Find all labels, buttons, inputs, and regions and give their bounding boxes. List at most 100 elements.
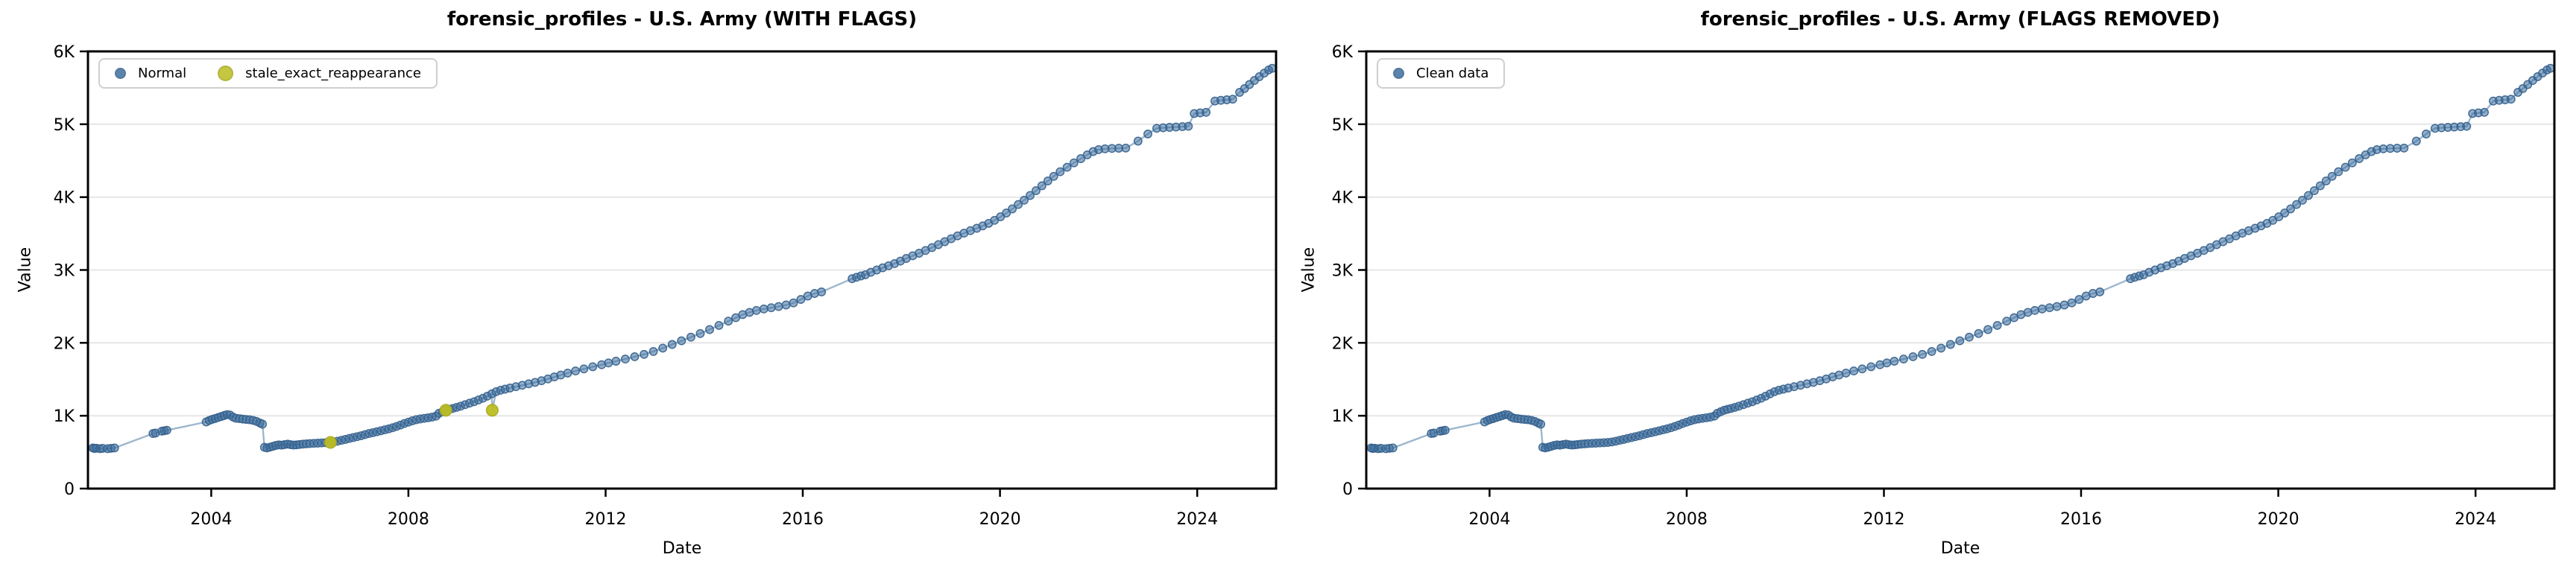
data-point xyxy=(2347,158,2357,168)
data-point xyxy=(658,343,668,353)
data-point xyxy=(705,325,714,334)
data-point xyxy=(667,340,677,349)
x-axis-label: Date xyxy=(662,539,702,558)
data-point xyxy=(1043,176,1052,185)
y-tick-label: 0 xyxy=(1342,480,1353,499)
normal-marker-icon xyxy=(115,68,126,79)
chart-panel-flags-removed: 2004 2008 2012 2016 2020 2024 0 1K 2K 3K 4K 5K 6K fo… xyxy=(1288,0,2576,572)
data-point xyxy=(2340,162,2350,172)
data-point xyxy=(2399,143,2409,153)
x-tick-label: 2004 xyxy=(190,510,232,529)
data-point xyxy=(2355,154,2364,163)
data-point xyxy=(1014,200,1023,209)
data-point xyxy=(620,355,630,364)
data-point xyxy=(604,358,613,368)
data-point xyxy=(1866,362,1876,372)
data-point xyxy=(1133,136,1143,146)
data-point xyxy=(2480,107,2490,117)
data-point xyxy=(2074,295,2084,305)
x-tick-label: 2004 xyxy=(1468,510,1510,529)
data-point xyxy=(796,295,806,305)
data-point xyxy=(1020,195,1029,205)
chart-title: forensic_profiles - U.S. Army (FLAGS REM… xyxy=(1700,8,2220,31)
data-point xyxy=(611,357,621,366)
data-point xyxy=(1037,181,1046,191)
chart-panel-with-flags: 2004 2008 2012 2016 2020 2024 0 1K 2K 3K 4K 5K 6K fo… xyxy=(16,8,1278,558)
data-point xyxy=(258,419,268,429)
legend-label: Clean data xyxy=(1416,66,1489,81)
data-point xyxy=(1008,204,1017,214)
flag-point xyxy=(439,404,452,417)
data-point xyxy=(1076,154,1086,163)
data-point xyxy=(2462,121,2472,131)
legend-item: Normal xyxy=(115,66,186,81)
data-point xyxy=(1069,158,1079,168)
data-point xyxy=(2411,136,2421,146)
data-point xyxy=(579,364,589,374)
y-tick-label: 0 xyxy=(64,480,75,499)
data-point xyxy=(571,366,581,376)
x-tick-label: 2024 xyxy=(2455,510,2496,529)
flag-point xyxy=(323,436,337,449)
data-point xyxy=(640,349,649,359)
data-point xyxy=(1841,368,1851,378)
data-point xyxy=(1536,419,1546,429)
data-point xyxy=(677,336,686,346)
data-point xyxy=(1055,167,1065,177)
x-tick-label: 2020 xyxy=(2258,510,2299,529)
data-point xyxy=(781,300,791,310)
data-point xyxy=(2002,317,2012,326)
data-point xyxy=(1143,129,1152,139)
y-tick-label: 2K xyxy=(1332,334,1354,353)
data-point xyxy=(2052,302,2062,311)
data-point xyxy=(2030,305,2039,315)
data-point xyxy=(1062,162,1072,172)
data-point xyxy=(2545,63,2555,73)
data-point xyxy=(1228,95,1237,104)
y-tick-label: 5K xyxy=(1332,116,1354,135)
x-tick-label: 2012 xyxy=(1863,510,1905,529)
data-point xyxy=(774,302,783,311)
y-tick-label: 4K xyxy=(1332,189,1354,208)
data-point xyxy=(1882,358,1892,368)
data-point xyxy=(2059,300,2069,310)
chart-canvas-with-flags: 2004 2008 2012 2016 2020 2024 0 1K 2K 3K 4K 5K 6K xyxy=(54,43,1278,529)
legend-box: Normal stale_exact_reappearance xyxy=(98,58,438,89)
data-point xyxy=(2327,171,2337,181)
data-point xyxy=(1388,443,1398,453)
data-point xyxy=(1267,63,1277,73)
data-point xyxy=(1898,355,1908,364)
data-point xyxy=(1918,349,1928,359)
data-point xyxy=(817,287,827,296)
data-point xyxy=(1440,425,1450,435)
y-tick-label: 5K xyxy=(54,116,75,135)
data-point xyxy=(162,425,171,435)
chart-title: forensic_profiles - U.S. Army (WITH FLAG… xyxy=(446,8,918,31)
data-point xyxy=(1927,346,1936,356)
data-point xyxy=(1974,328,1983,338)
x-tick-label: 2020 xyxy=(979,510,1021,529)
chart-canvas-flags-removed: 2004 2008 2012 2016 2020 2024 0 1K 2K 3K 4K 5K 6K xyxy=(1332,43,2556,529)
data-point xyxy=(648,346,658,356)
data-point xyxy=(1026,191,1035,200)
y-tick-label: 6K xyxy=(1332,43,1354,62)
data-point xyxy=(2037,304,2047,314)
x-axis-label: Date xyxy=(1940,539,1980,558)
data-point xyxy=(110,443,119,453)
data-point xyxy=(1955,336,1965,346)
data-point xyxy=(1945,340,1955,349)
data-line xyxy=(92,67,1273,450)
legend-item: Clean data xyxy=(1393,66,1489,81)
data-point xyxy=(2095,287,2105,296)
data-point xyxy=(2304,191,2313,200)
y-axis-label: Value xyxy=(16,247,35,293)
data-point xyxy=(759,304,768,314)
data-point xyxy=(686,332,695,342)
data-point xyxy=(724,317,733,326)
legend-label: stale_exact_reappearance xyxy=(245,66,421,81)
data-point xyxy=(2045,303,2054,313)
data-point xyxy=(2067,298,2077,308)
data-point xyxy=(789,298,798,308)
normal-marker-icon xyxy=(1393,68,1404,79)
data-point xyxy=(1983,325,1992,334)
